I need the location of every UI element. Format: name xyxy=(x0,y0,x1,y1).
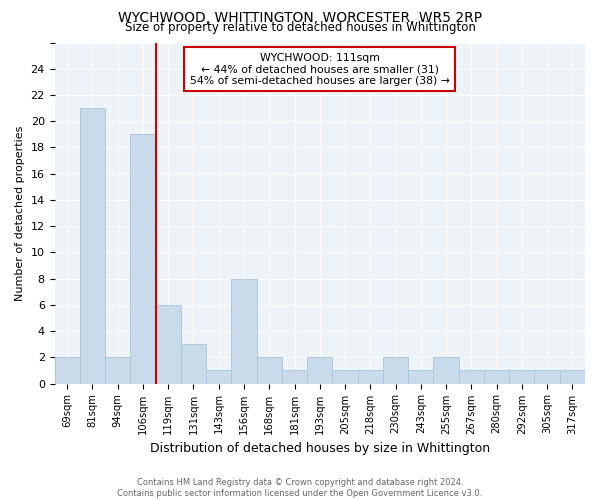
Bar xyxy=(358,370,383,384)
Bar xyxy=(307,358,332,384)
Bar xyxy=(181,344,206,384)
Bar xyxy=(80,108,105,384)
Bar xyxy=(282,370,307,384)
Bar xyxy=(55,358,80,384)
Bar xyxy=(458,370,484,384)
Bar xyxy=(408,370,433,384)
Y-axis label: Number of detached properties: Number of detached properties xyxy=(15,126,25,300)
Bar xyxy=(509,370,535,384)
Bar xyxy=(155,305,181,384)
X-axis label: Distribution of detached houses by size in Whittington: Distribution of detached houses by size … xyxy=(150,442,490,455)
Bar xyxy=(484,370,509,384)
Bar xyxy=(560,370,585,384)
Bar xyxy=(332,370,358,384)
Bar xyxy=(433,358,458,384)
Text: WYCHWOOD, WHITTINGTON, WORCESTER, WR5 2RP: WYCHWOOD, WHITTINGTON, WORCESTER, WR5 2R… xyxy=(118,11,482,25)
Bar xyxy=(232,278,257,384)
Text: WYCHWOOD: 111sqm
← 44% of detached houses are smaller (31)
54% of semi-detached : WYCHWOOD: 111sqm ← 44% of detached house… xyxy=(190,52,450,86)
Bar xyxy=(130,134,155,384)
Bar xyxy=(383,358,408,384)
Bar xyxy=(257,358,282,384)
Bar xyxy=(206,370,232,384)
Text: Size of property relative to detached houses in Whittington: Size of property relative to detached ho… xyxy=(125,22,475,35)
Text: Contains HM Land Registry data © Crown copyright and database right 2024.
Contai: Contains HM Land Registry data © Crown c… xyxy=(118,478,482,498)
Bar xyxy=(535,370,560,384)
Bar xyxy=(105,358,130,384)
